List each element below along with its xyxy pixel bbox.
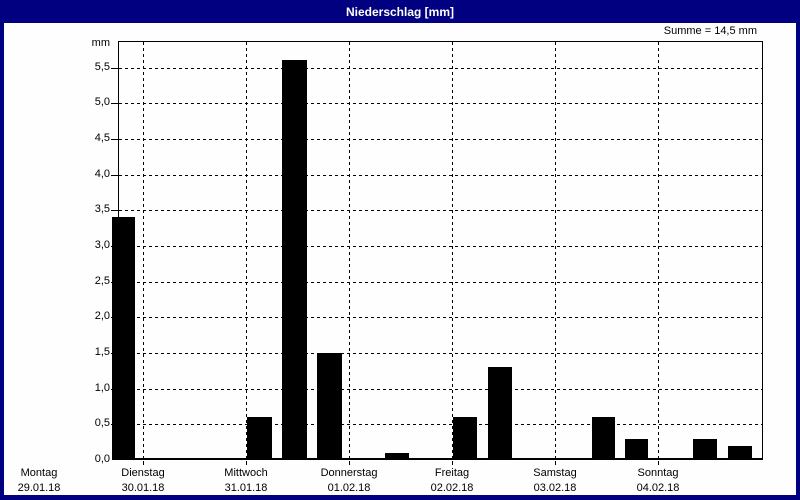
- y-tick-label: 5,5: [94, 61, 110, 73]
- y-tick-label: 0,5: [94, 417, 110, 429]
- h-gridline: [119, 353, 762, 354]
- h-gridline: [119, 389, 762, 390]
- y-tick-label: 3,5: [94, 203, 110, 215]
- v-gridline: [349, 42, 350, 460]
- x-axis-tick: [555, 461, 556, 465]
- h-gridline: [119, 317, 762, 318]
- window-title: Niederschlag [mm]: [345, 4, 455, 19]
- h-gridline: [119, 103, 762, 104]
- precipitation-bar: [317, 353, 342, 460]
- y-tick-label: 3,0: [94, 239, 110, 251]
- precipitation-bar: [385, 453, 409, 460]
- date-label: 30.01.18: [121, 482, 165, 494]
- precipitation-bar: [282, 60, 307, 460]
- window-border-bottom: [0, 495, 800, 500]
- weekday-label: Donnerstag: [320, 467, 378, 479]
- plot-area: [118, 41, 763, 460]
- precipitation-bar: [453, 417, 477, 460]
- x-axis-tick: [246, 461, 247, 465]
- x-axis-tick: [143, 461, 144, 465]
- window-border-right: [796, 23, 800, 500]
- window-border-left: [0, 23, 4, 500]
- precipitation-bar: [247, 417, 272, 460]
- y-tick-label: 4,0: [94, 168, 110, 180]
- precipitation-bar: [112, 217, 135, 460]
- weekday-label: Freitag: [434, 467, 470, 479]
- y-tick-label: 1,5: [94, 346, 110, 358]
- h-gridline: [119, 68, 762, 69]
- y-axis-tick: [111, 139, 118, 140]
- y-tick-label: 2,0: [94, 310, 110, 322]
- v-gridline: [143, 42, 144, 460]
- h-gridline: [119, 282, 762, 283]
- date-label: 01.02.18: [327, 482, 371, 494]
- y-axis-tick: [111, 103, 118, 104]
- weekday-label: Dienstag: [121, 467, 165, 479]
- weekday-label: Mittwoch: [224, 467, 268, 479]
- weekday-label: Samstag: [533, 467, 577, 479]
- date-label: 02.02.18: [430, 482, 474, 494]
- h-gridline: [119, 175, 762, 176]
- weekday-label: Montag: [20, 467, 58, 479]
- x-axis-tick: [658, 461, 659, 465]
- h-gridline: [119, 424, 762, 425]
- h-gridline: [119, 246, 762, 247]
- date-label: 31.01.18: [224, 482, 268, 494]
- date-label: 04.02.18: [636, 482, 680, 494]
- date-label: 03.02.18: [533, 482, 577, 494]
- precipitation-bar: [693, 439, 717, 460]
- h-gridline: [119, 210, 762, 211]
- v-gridline: [658, 42, 659, 460]
- x-axis-tick: [452, 461, 453, 465]
- weekday-label: Sonntag: [637, 467, 679, 479]
- precipitation-bar: [625, 439, 648, 460]
- y-tick-label: 0,0: [94, 453, 110, 465]
- y-axis-tick: [111, 68, 118, 69]
- precipitation-bar: [592, 417, 615, 460]
- x-axis-tick: [349, 461, 350, 465]
- h-gridline: [119, 139, 762, 140]
- y-tick-label: 4,5: [94, 132, 110, 144]
- precipitation-bar: [488, 367, 512, 460]
- sum-readout: Summe = 14,5 mm: [663, 25, 757, 37]
- v-gridline: [555, 42, 556, 460]
- y-tick-label: 5,0: [94, 96, 110, 108]
- v-gridline: [452, 42, 453, 460]
- y-tick-label: 2,5: [94, 275, 110, 287]
- y-tick-label: 1,0: [94, 382, 110, 394]
- y-axis-tick: [111, 210, 118, 211]
- precipitation-bar: [728, 446, 752, 460]
- window-titlebar: Niederschlag [mm]: [0, 0, 800, 23]
- y-axis-tick: [111, 175, 118, 176]
- date-label: 29.01.18: [17, 482, 61, 494]
- v-gridline: [246, 42, 247, 460]
- y-axis-unit-label: mm: [91, 37, 110, 49]
